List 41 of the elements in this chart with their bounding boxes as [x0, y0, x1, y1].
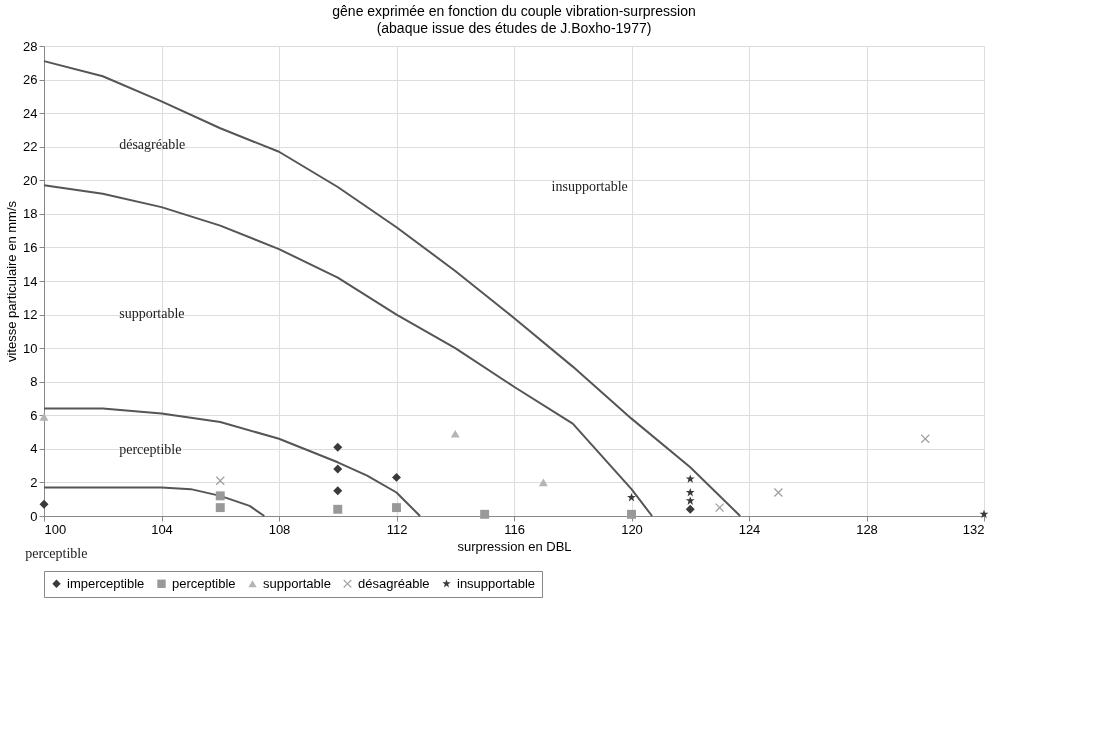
x-axis-title: surpression en DBL: [457, 538, 572, 554]
y-tick-label: 24: [23, 105, 38, 121]
y-tick-label: 4: [30, 441, 38, 457]
text: perceptible: [25, 545, 88, 561]
y-tick-label: 8: [30, 374, 38, 390]
x-tick-label: 116: [504, 521, 525, 537]
y-tick-label: 0: [30, 508, 38, 524]
x-tick-label: 108: [268, 521, 291, 537]
y-tick-label: 18: [23, 206, 38, 222]
legend-label: perceptible: [172, 575, 236, 591]
y-tick-label: 14: [23, 273, 38, 289]
x-tick-label: 100: [44, 521, 67, 537]
y-tick-label: 2: [30, 474, 38, 490]
legend-label: imperceptible: [67, 575, 145, 591]
annotation: supportable: [119, 305, 185, 321]
line-series: [43, 486, 266, 517]
y-tick-label: 20: [23, 172, 38, 188]
line-series: [43, 407, 421, 517]
x-tick-label: 112: [386, 521, 408, 537]
annotation: insupportable: [551, 179, 628, 194]
y-tick-label: 26: [23, 72, 38, 88]
y-axis-title: vitesse particulaire en mm/s: [4, 200, 20, 363]
y-tick-label: 6: [30, 407, 38, 423]
y-tick-label: 22: [23, 139, 38, 155]
x-tick-label: 120: [621, 521, 643, 537]
y-tick-label: 10: [23, 340, 38, 356]
legend-label: désagréable: [358, 575, 430, 591]
y-tick-label: 16: [23, 239, 38, 255]
x-tick-label: 132: [962, 521, 985, 537]
legend-label: supportable: [263, 575, 331, 591]
chart-title: gêne exprimée en fonction du couple vibration-surpression: [332, 3, 696, 19]
y-tick-label: 28: [23, 38, 38, 54]
y-tick-label: 12: [23, 307, 38, 323]
annotation: désagréable: [119, 136, 186, 152]
line-series: [43, 60, 742, 517]
x-tick-label: 124: [738, 521, 761, 537]
legend-label: insupportable: [457, 575, 536, 591]
annotation: perceptible: [119, 442, 182, 458]
x-tick-label: 128: [856, 521, 878, 537]
chart-subtitle: (abaque issue des études de J.Boxho-1977): [376, 20, 652, 36]
x-tick-label: 104: [151, 521, 173, 537]
